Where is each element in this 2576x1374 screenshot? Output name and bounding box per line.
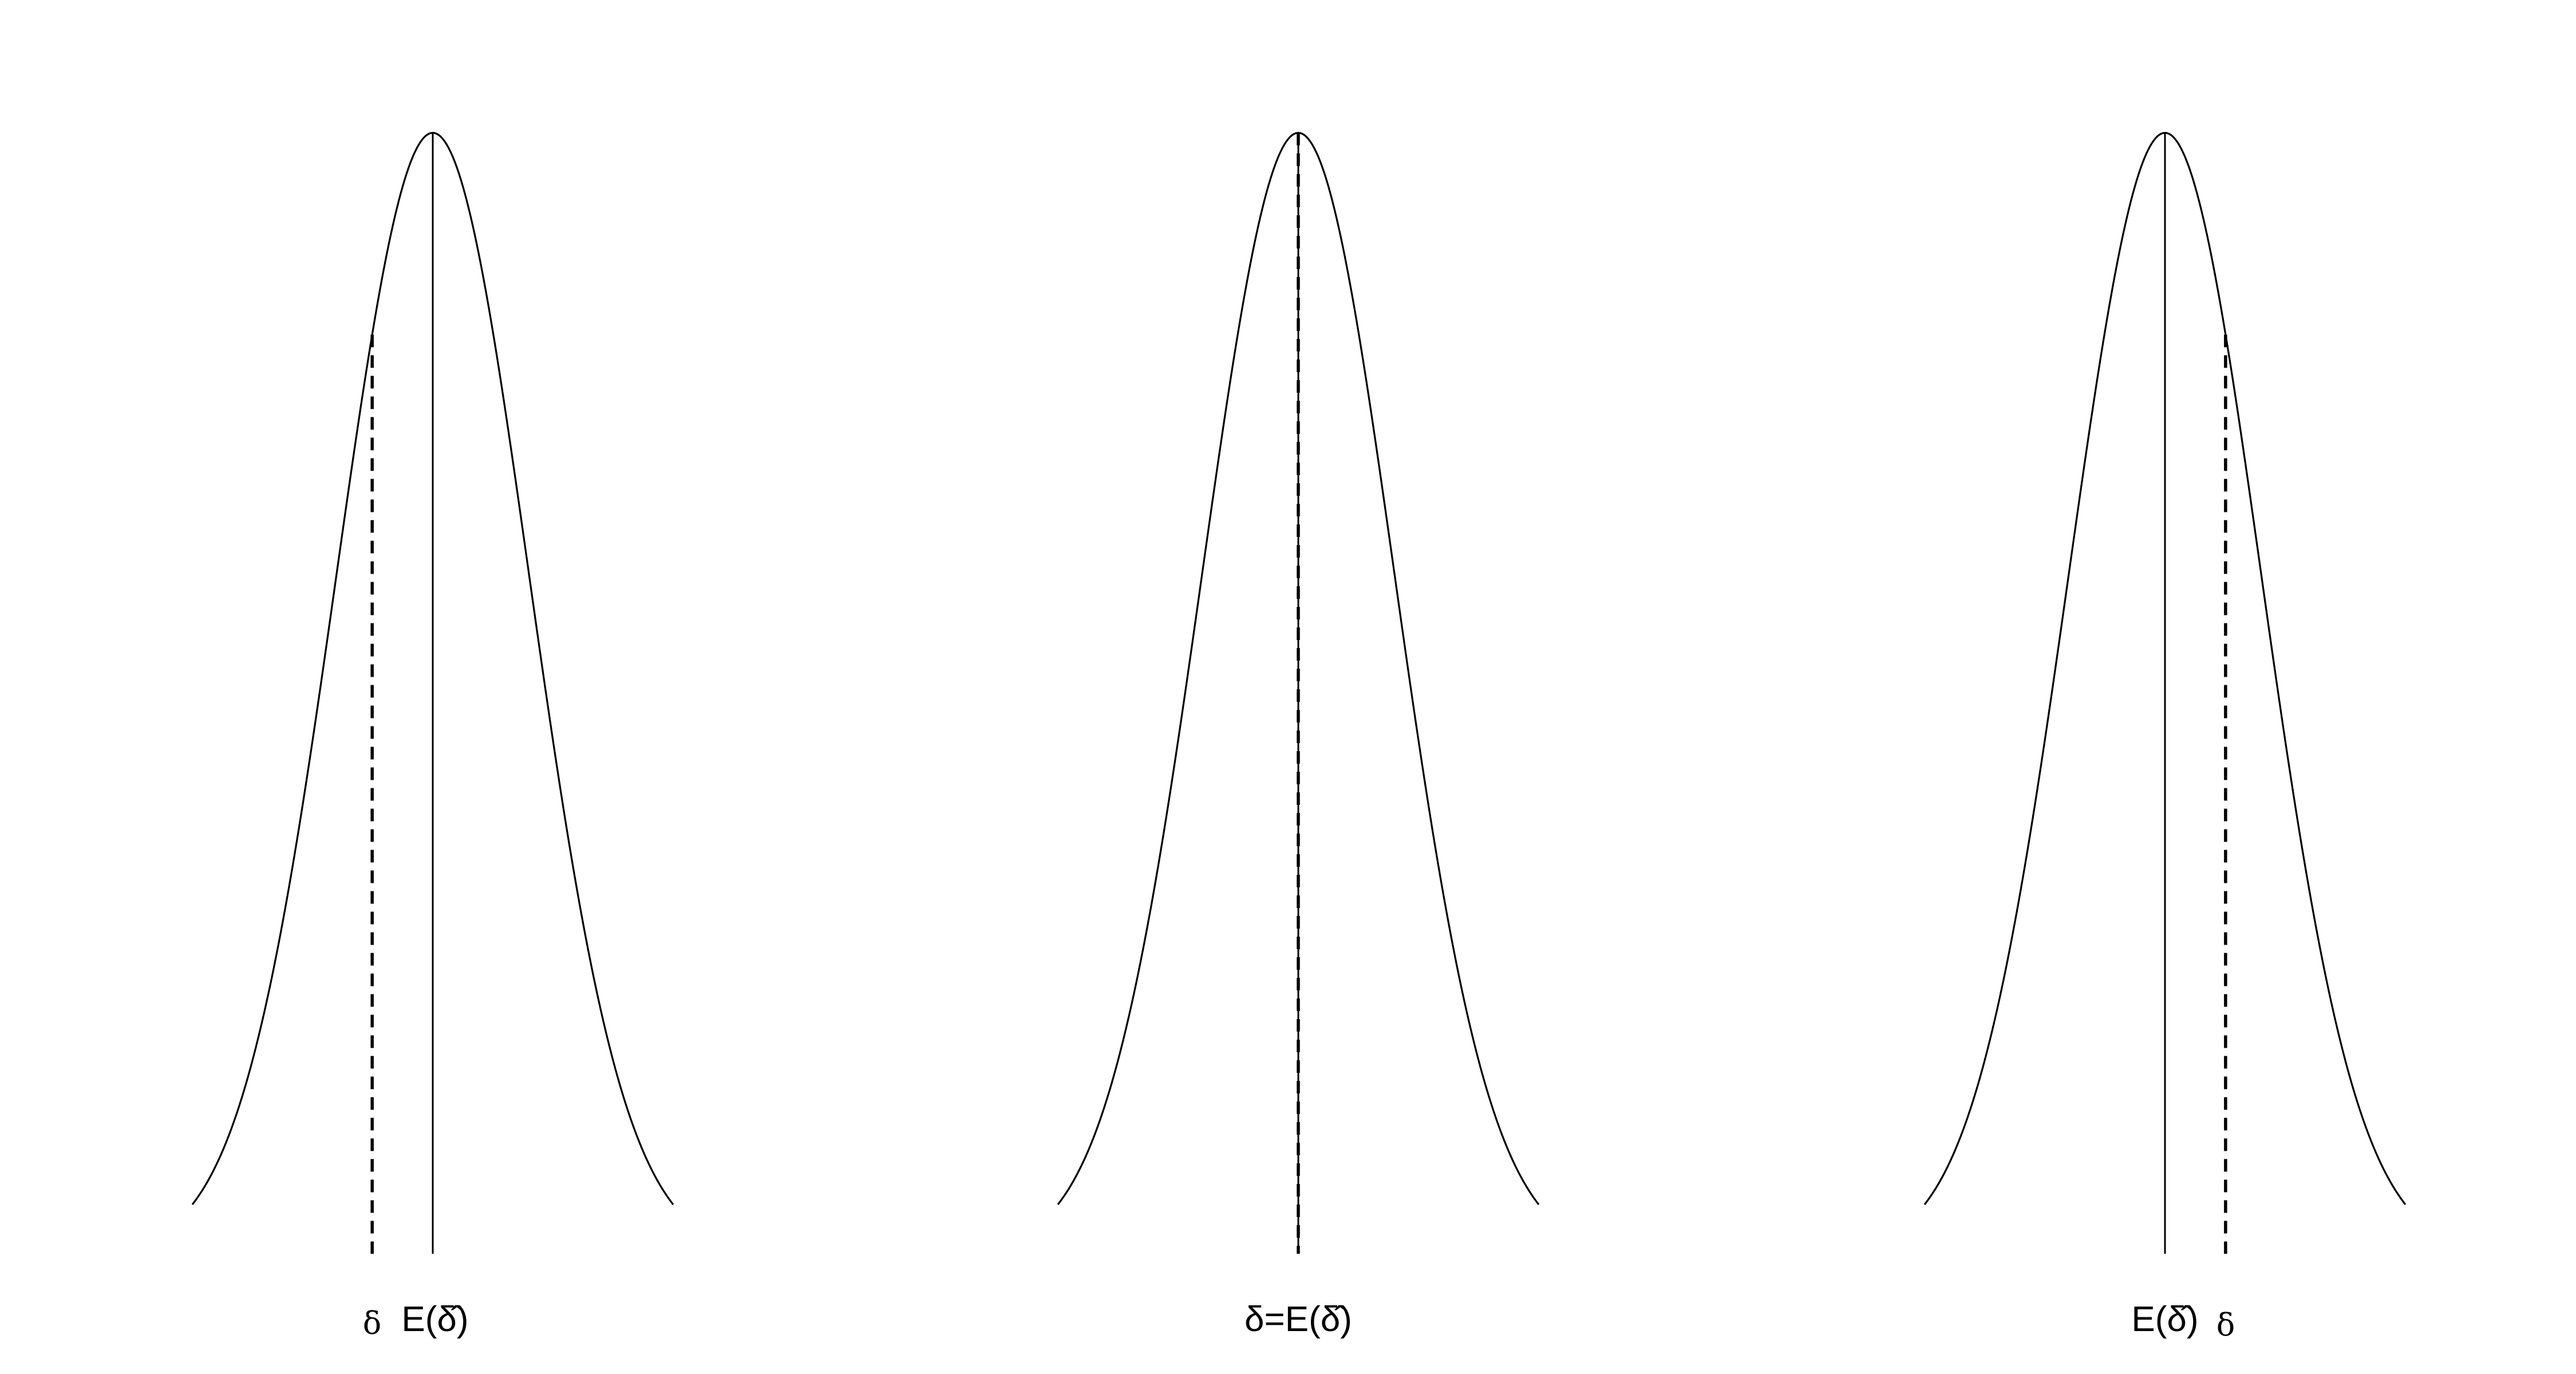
delta-label: δ [2217,1307,2235,1343]
panel-left: δ E(δ̂) [191,132,674,1341]
combined-label: δ=E(δ̂) [1244,1300,1352,1339]
expectation-label: E(δ̂) [2131,1300,2198,1339]
panel-middle: δ=E(δ̂) [1057,132,1540,1339]
panel-right: E(δ̂) δ [1923,132,2407,1343]
expectation-label: E(δ̂) [401,1300,468,1339]
delta-label: δ [363,1305,382,1341]
